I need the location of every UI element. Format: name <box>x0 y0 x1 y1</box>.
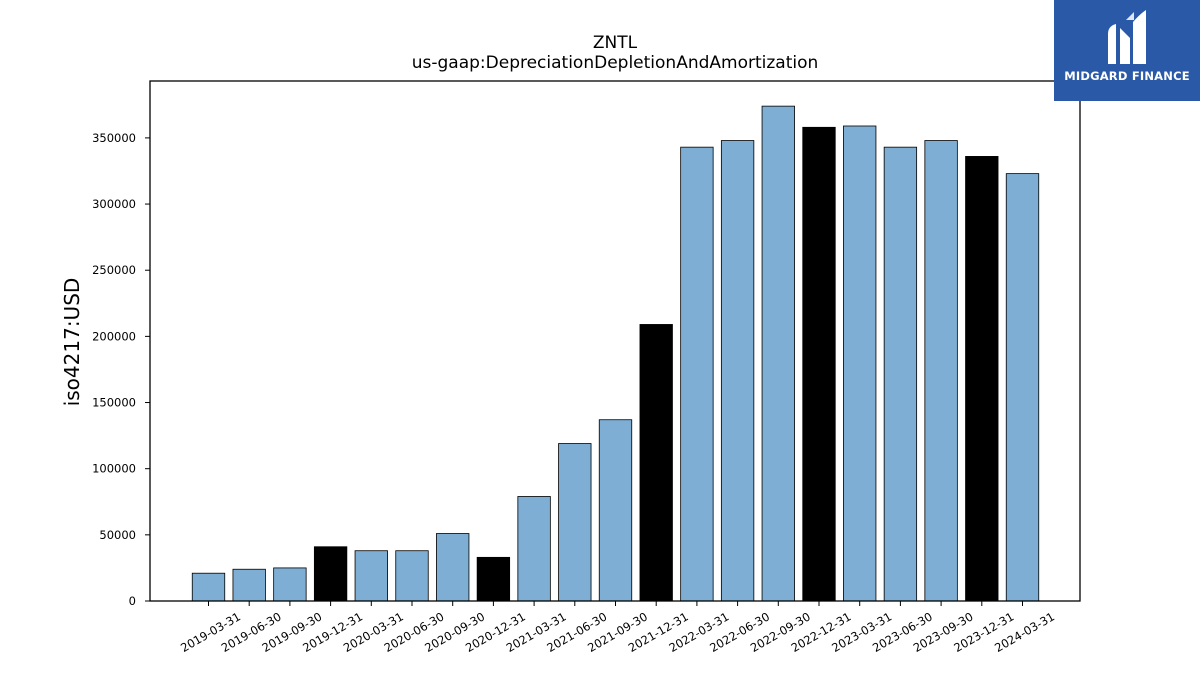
bar-2020-09-30 <box>436 533 470 602</box>
bar-2022-09-30 <box>761 105 795 602</box>
y-tick-label: 100000 <box>92 462 136 476</box>
bar-2023-12-31 <box>965 156 999 602</box>
bar-2022-03-31 <box>680 146 714 602</box>
x-ticks: 2019-03-312019-06-302019-09-302019-12-31… <box>178 601 1057 655</box>
y-tick-label: 0 <box>129 594 136 608</box>
bars <box>191 105 1040 602</box>
bar-2019-12-31 <box>313 546 348 602</box>
bar-2021-12-31 <box>639 324 673 602</box>
bar-2020-06-30 <box>395 550 429 602</box>
bar-2019-03-31 <box>191 572 226 602</box>
bar-2020-03-31 <box>354 550 388 602</box>
plot-frame <box>149 80 1081 602</box>
chart-subtitle: us-gaap:DepreciationDepletionAndAmortiza… <box>412 53 819 73</box>
bar-2021-03-31 <box>517 496 551 602</box>
brand-logo: MIDGARD FINANCE <box>1054 0 1200 101</box>
bar-2023-09-30 <box>924 140 958 602</box>
y-tick-label: 350000 <box>92 131 136 145</box>
y-tick-label: 50000 <box>99 528 136 542</box>
bar-2022-06-30 <box>720 140 755 602</box>
y-axis-label: iso4217:USD <box>60 278 84 407</box>
bar-2022-12-31 <box>802 126 836 602</box>
bar-2023-03-31 <box>843 125 877 602</box>
y-tick-label: 250000 <box>92 263 136 277</box>
bar-2021-06-30 <box>558 443 592 602</box>
y-tick-label: 150000 <box>92 396 136 410</box>
chart-title: ZNTL <box>593 33 638 53</box>
y-tick-label: 200000 <box>92 329 136 343</box>
midgard-logo-icon <box>1108 10 1146 64</box>
y-ticks: 0 50000 100000 150000 200000 250000 300000 3500… <box>92 131 150 608</box>
bar-2023-06-30 <box>883 146 918 602</box>
brand-name: MIDGARD FINANCE <box>1064 69 1190 83</box>
bar-2021-09-30 <box>598 419 633 602</box>
bar-2019-09-30 <box>273 567 307 602</box>
y-tick-label: 300000 <box>92 197 136 211</box>
bar-2020-12-31 <box>476 556 511 602</box>
bar-2024-03-31 <box>1005 173 1040 602</box>
bar-2019-06-30 <box>232 568 266 602</box>
